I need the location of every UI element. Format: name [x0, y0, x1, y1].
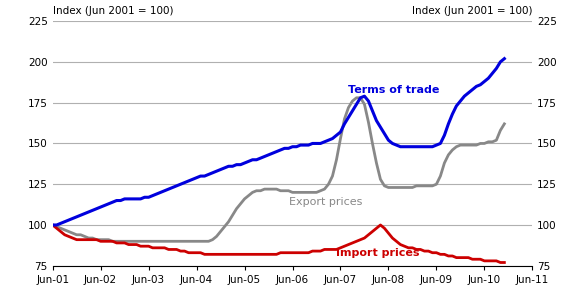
Text: Import prices: Import prices [336, 248, 420, 258]
Text: Index (Jun 2001 = 100): Index (Jun 2001 = 100) [412, 6, 532, 16]
Text: Export prices: Export prices [288, 198, 362, 207]
Text: Terms of trade: Terms of trade [349, 85, 440, 95]
Text: Index (Jun 2001 = 100): Index (Jun 2001 = 100) [53, 6, 173, 16]
